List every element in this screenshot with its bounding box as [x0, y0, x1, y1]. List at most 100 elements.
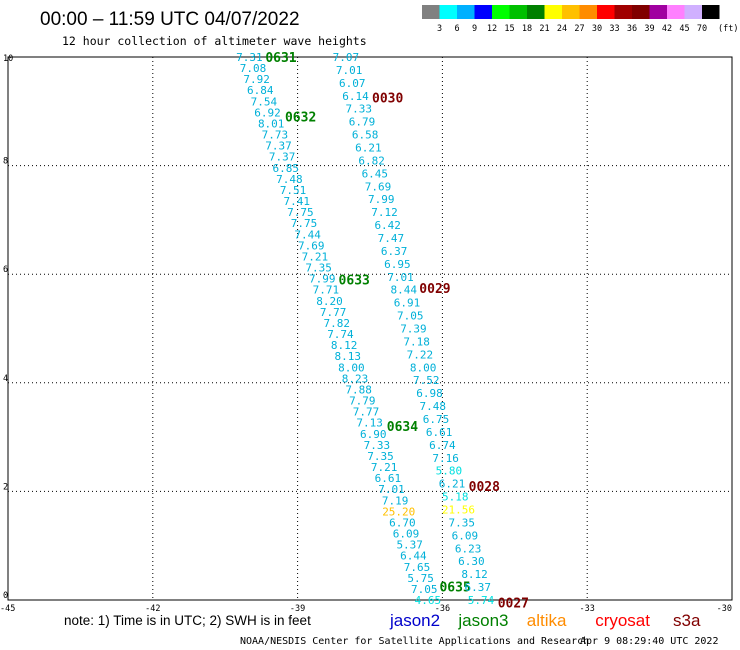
- grid-lines: [8, 57, 732, 600]
- colorbar-label: 70: [697, 24, 707, 34]
- wave-height-value: 7.92: [243, 73, 270, 86]
- colorbar-label: 3: [437, 24, 442, 34]
- colorbar-swatch: [562, 5, 580, 19]
- wave-height-value: 7.19: [382, 494, 409, 507]
- colorbar-swatch: [422, 5, 440, 19]
- wave-height-value: 6.90: [360, 428, 387, 441]
- colorbar-label: 36: [627, 24, 637, 34]
- wave-height-value: 5.75: [407, 572, 434, 585]
- legend-altika: altika: [527, 611, 567, 630]
- wave-height-value: 7.01: [387, 271, 414, 284]
- wave-height-value: 6.30: [458, 555, 485, 568]
- wave-height-value: 7.73: [262, 129, 289, 142]
- colorbar-swatch: [579, 5, 597, 19]
- wave-height-value: 7.44: [294, 228, 321, 241]
- wave-height-value: 6.85: [273, 162, 300, 175]
- pass-time-label: 0027: [498, 597, 529, 612]
- colorbar-swatch: [702, 5, 720, 19]
- wave-height-value: 6.21: [439, 478, 466, 491]
- colorbar-swatch: [597, 5, 615, 19]
- x-tick-label: -45: [0, 604, 15, 614]
- pass-time-label: 0028: [469, 480, 500, 495]
- colorbar-label: 30: [592, 24, 602, 34]
- wave-height-value: 6.07: [339, 77, 366, 90]
- chart-subtitle: 12 hour collection of altimeter wave hei…: [62, 34, 367, 48]
- wave-height-value: 5.80: [436, 465, 463, 478]
- wave-height-value: 7.05: [411, 583, 438, 596]
- wave-height-value: 7.37: [265, 140, 292, 153]
- wave-height-value: 6.75: [423, 413, 450, 426]
- wave-height-value: 6.91: [394, 297, 421, 310]
- wave-height-value: 5.18: [442, 491, 469, 504]
- color-scale-bar: 3 6 9 12 15 18 21 24 27 30 33 36 39 42 45 70: [422, 5, 720, 34]
- wave-height-value: 8.01: [258, 117, 285, 130]
- legend-jason2: jason2: [389, 611, 440, 630]
- wave-height-value: 7.35: [448, 516, 475, 529]
- wave-height-value: 7.48: [276, 173, 303, 186]
- x-tick-label: -33: [580, 604, 595, 614]
- wave-height-value: 7.07: [333, 51, 360, 64]
- colorbar-label: 24: [557, 24, 567, 34]
- colorbar-swatch: [544, 5, 562, 19]
- wave-height-value: 7.47: [378, 232, 405, 245]
- wave-height-value: 7.74: [327, 328, 354, 341]
- legend-jason3: jason3: [457, 611, 508, 630]
- colorbar-label: 39: [644, 24, 654, 34]
- wave-height-value: 6.37: [381, 245, 408, 258]
- axis-ticks: -45 -42 -39 -36 -33 -30 0 2 4 6 8 10: [0, 54, 732, 614]
- wave-height-value: 8.12: [331, 339, 358, 352]
- wave-height-value: 8.13: [334, 350, 361, 363]
- footer-note: note: 1) Time is in UTC; 2) SWH is in fe…: [64, 613, 311, 628]
- colorbar-swatch: [492, 5, 510, 19]
- wave-height-value: 7.33: [364, 439, 391, 452]
- wave-height-value: 7.99: [309, 273, 336, 286]
- wave-height-value: 6.70: [389, 516, 416, 529]
- wave-height-value: 6.84: [247, 84, 274, 97]
- colorbar-swatch: [474, 5, 492, 19]
- data-points: 7.317.087.926.847.546.928.017.737.377.37…: [236, 51, 529, 612]
- wave-height-value: 7.35: [305, 262, 332, 275]
- colorbar-swatch: [667, 5, 685, 19]
- wave-height-value: 7.39: [400, 323, 427, 336]
- wave-height-value: 6.23: [455, 542, 482, 555]
- colorbar-swatch: [509, 5, 527, 19]
- wave-height-value: 6.44: [400, 550, 427, 563]
- wave-height-value: 7.16: [432, 452, 459, 465]
- wave-height-value: 6.79: [349, 116, 376, 129]
- colorbar-swatch: [527, 5, 545, 19]
- colorbar-swatch: [439, 5, 457, 19]
- pass-time-label: 0030: [372, 92, 403, 107]
- wave-height-value: 6.92: [254, 106, 281, 119]
- wave-height-value: 6.95: [384, 258, 411, 271]
- x-tick-label: -30: [717, 604, 732, 614]
- colorbar-label: 9: [472, 24, 477, 34]
- colorbar-label: 42: [662, 24, 672, 34]
- wave-height-value: 7.69: [365, 180, 392, 193]
- wave-height-value: 7.35: [367, 450, 394, 463]
- wave-height-value: 6.21: [355, 142, 382, 155]
- plot-frame: [7, 56, 733, 601]
- colorbar-label: 21: [539, 24, 549, 34]
- wave-height-value: 6.82: [358, 154, 385, 167]
- wave-height-value: 8.00: [338, 361, 365, 374]
- colorbar-label: 33: [609, 24, 619, 34]
- y-tick-label: 6: [3, 265, 8, 275]
- colorbar-label: 45: [679, 24, 689, 34]
- wave-height-value: 6.58: [352, 129, 379, 142]
- wave-height-value: 25.20: [382, 505, 415, 518]
- legend-s3a: s3a: [673, 611, 701, 630]
- wave-height-value: 4.65: [415, 594, 442, 607]
- y-tick-label: 8: [3, 157, 8, 167]
- x-tick-label: -36: [435, 604, 450, 614]
- wave-height-value: 7.12: [371, 206, 398, 219]
- wave-height-value: 6.61: [426, 426, 453, 439]
- wave-height-value: 6.09: [452, 529, 479, 542]
- wave-height-value: 21.56: [442, 504, 475, 517]
- wave-height-value: 6.37: [465, 581, 492, 594]
- wave-height-value: 7.77: [353, 406, 380, 419]
- wave-height-value: 7.69: [298, 239, 325, 252]
- x-tick-label: -39: [290, 604, 305, 614]
- wave-height-value: 6.09: [393, 528, 420, 541]
- wave-height-value: 7.01: [336, 64, 363, 77]
